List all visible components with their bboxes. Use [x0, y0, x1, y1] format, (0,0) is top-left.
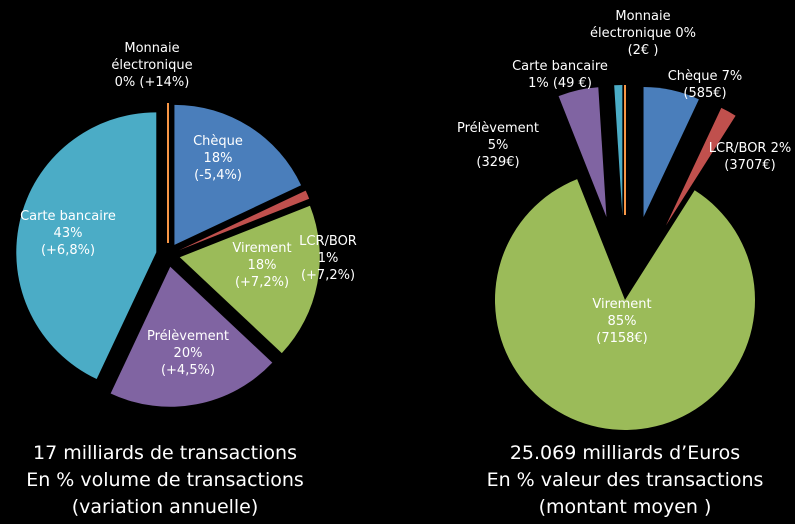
category-label: Chèque — [667, 69, 718, 84]
caption-line: 17 milliards de transactions — [33, 442, 297, 464]
value-label: 20% — [173, 346, 203, 361]
caption-line: En % volume de transactions — [26, 469, 304, 491]
value-label: 85% — [607, 314, 637, 329]
category-label: Virement — [232, 241, 292, 256]
value-label: 1% — [317, 251, 339, 266]
value-label: 7% — [721, 69, 743, 84]
detail-label: (+7,2%) — [300, 268, 356, 283]
category-label: Monnaie électronique — [111, 41, 193, 73]
detail-label: (2€ ) — [627, 43, 659, 58]
slice-label: Monnaie électronique 0% (+14%) — [97, 40, 207, 91]
caption: 17 milliards de transactions En % volume … — [0, 440, 355, 521]
value-label: 5% — [487, 138, 509, 153]
pie-slice — [179, 205, 320, 354]
detail-label: (-5,4%) — [194, 168, 242, 183]
value-label: 2% — [770, 141, 792, 156]
slice-label: LCR/BOR 1% (+7,2%) — [288, 233, 368, 284]
pie-slice — [665, 107, 736, 226]
slice-label: LCR/BOR 2% (3707€) — [700, 140, 795, 174]
detail-label: (7158€) — [596, 331, 648, 346]
caption: 25.069 milliards d’Euros En % valeur des … — [435, 440, 795, 521]
value-label: 43% — [53, 226, 83, 241]
value-label: 0% — [675, 26, 696, 41]
slice-label: Prélèvement 20% (+4,5%) — [138, 328, 238, 379]
pie-slice — [558, 87, 607, 218]
category-label: Carte bancaire — [20, 209, 116, 224]
caption-line: (variation annuelle) — [71, 496, 259, 518]
detail-label: (585€) — [683, 86, 727, 101]
slice-label: Monnaie électronique 0% (2€ ) — [588, 8, 698, 59]
detail-label: (49 €) — [552, 76, 592, 91]
slice-label: Carte bancaire 43% (+6,8%) — [13, 208, 123, 259]
caption-line: En % valeur des transactions — [486, 469, 764, 491]
caption-line: (montant moyen ) — [538, 496, 712, 518]
category-label: Chèque — [193, 134, 243, 149]
category-label: Carte bancaire — [512, 59, 608, 74]
category-label: LCR/BOR — [708, 141, 767, 156]
detail-label: (+7,2%) — [234, 275, 290, 290]
value-label: 18% — [247, 258, 277, 273]
value-label: 1% — [528, 76, 549, 91]
slice-label: Chèque 18% (-5,4%) — [173, 133, 263, 184]
slice-label: Prélèvement 5% (329€) — [448, 120, 548, 171]
pie-slice — [614, 85, 623, 216]
pie-slice — [179, 190, 310, 251]
category-label: Prélèvement — [457, 121, 539, 136]
category-label: Virement — [592, 297, 652, 312]
detail-label: (+6,8%) — [40, 243, 96, 258]
slice-label: Virement 18% (+7,2%) — [217, 240, 307, 291]
pie-slice — [110, 266, 273, 407]
pie-slice — [495, 179, 755, 430]
value-label: 0% — [114, 75, 136, 90]
slice-label: Carte bancaire 1% (49 €) — [505, 58, 615, 92]
category-label: Monnaie électronique — [590, 9, 672, 41]
detail-label: (3707€) — [724, 158, 776, 173]
detail-label: (+14%) — [139, 75, 190, 90]
slice-label: Chèque 7% (585€) — [655, 68, 755, 102]
category-label: Prélèvement — [147, 329, 229, 344]
pie-slice — [174, 104, 302, 245]
detail-label: (329€) — [476, 155, 520, 170]
caption-line: 25.069 milliards d’Euros — [509, 442, 741, 464]
category-label: LCR/BOR — [299, 234, 357, 249]
slice-label: Virement 85% (7158€) — [572, 296, 672, 347]
value-label: 18% — [203, 151, 233, 166]
pie-slice — [16, 112, 157, 380]
pie-slice — [643, 87, 699, 218]
detail-label: (+4,5%) — [160, 363, 216, 378]
